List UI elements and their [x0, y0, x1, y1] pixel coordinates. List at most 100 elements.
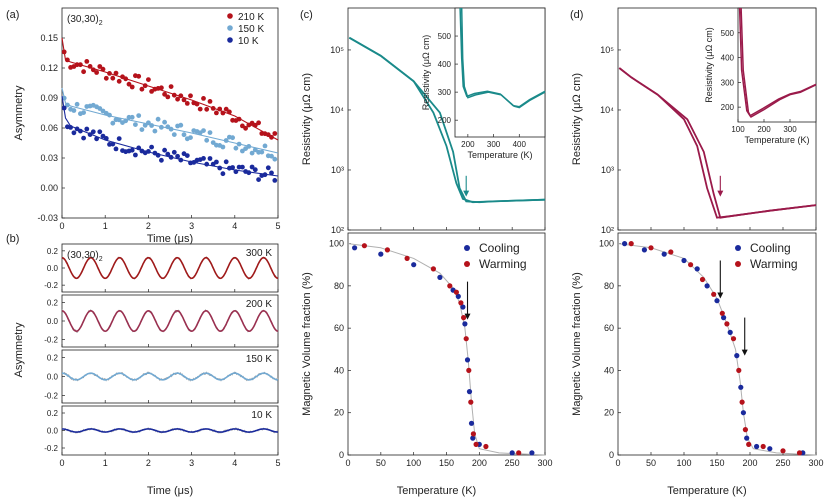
data-point — [736, 367, 742, 373]
y-axis-label: Resistivity (μΩ cm) — [571, 73, 583, 165]
data-point — [468, 420, 475, 426]
x-axis-label: Temperature (K) — [397, 485, 476, 497]
temperature-label: 300 K — [246, 248, 272, 259]
data-point — [265, 165, 271, 171]
fit-curve — [347, 243, 546, 456]
data-point — [220, 144, 226, 150]
y-tick-label: 10⁵ — [330, 45, 344, 55]
data-point — [136, 73, 142, 79]
transition-arrow-0-head — [464, 313, 471, 320]
transition-arrow-0-head — [717, 292, 724, 299]
legend-marker — [227, 13, 233, 19]
x-tick-label: 100 — [676, 458, 691, 468]
data-point — [220, 110, 226, 116]
data-point — [704, 283, 710, 289]
data-point — [123, 76, 129, 82]
data-point — [458, 300, 464, 306]
data-point — [204, 106, 210, 112]
data-point — [464, 357, 471, 363]
legend-marker — [735, 261, 741, 267]
data-point — [470, 435, 476, 441]
y-tick-label: 200 — [721, 103, 735, 112]
data-point — [107, 71, 112, 76]
panel-c: 10² 10³ 10⁴ 10⁵ (c) Resistivity (μΩ cm) 200 300… — [300, 7, 546, 235]
legend-label: 150 K — [238, 24, 264, 35]
data-point — [162, 119, 168, 125]
y-tick-label: 0.03 — [40, 153, 58, 163]
y-tick-label: 80 — [604, 281, 614, 291]
data-point — [149, 144, 155, 150]
resistivity-curve-warming — [618, 67, 817, 219]
y-tick-label: 60 — [604, 323, 614, 333]
x-tick-label: 1 — [103, 221, 108, 231]
data-point — [65, 102, 70, 108]
temperature-label: 150 K — [246, 354, 272, 365]
y-tick-label: 0.0 — [47, 427, 59, 436]
data-point — [175, 96, 181, 102]
y-tick-label: 0.2 — [47, 354, 59, 363]
y-tick-label: 0 — [339, 450, 344, 460]
data-point — [139, 127, 145, 132]
data-point — [171, 149, 177, 155]
legend-marker — [227, 37, 233, 43]
panel-label-a: (a) — [6, 9, 19, 21]
x-tick-label: 250 — [775, 458, 790, 468]
legend-label: Warming — [479, 257, 527, 271]
data-point — [71, 130, 77, 136]
inset-y-label: Resistivity (μΩ cm) — [704, 27, 714, 102]
data-point — [110, 120, 116, 126]
y-tick-label: 60 — [334, 323, 344, 333]
data-point — [168, 84, 174, 89]
data-point — [455, 293, 461, 299]
data-point — [142, 83, 148, 89]
data-point — [165, 94, 171, 100]
y-tick-label: 0.2 — [47, 298, 59, 307]
data-point — [136, 145, 142, 151]
data-point — [110, 75, 116, 81]
data-point — [113, 146, 119, 152]
data-point — [730, 336, 737, 342]
data-point — [463, 336, 469, 342]
panel-subtitle: (30,30)2 — [67, 14, 103, 27]
data-point — [760, 443, 766, 450]
y-tick-label: 500 — [721, 29, 735, 38]
data-point — [204, 137, 210, 143]
y-tick-label: 400 — [438, 60, 452, 69]
y-axis-label: Asymmetry — [13, 322, 25, 378]
inset-x-tick-label: 200 — [461, 140, 475, 149]
y-tick-label: -0.2 — [44, 444, 58, 453]
panel-label: (d) — [570, 9, 583, 21]
data-point — [466, 389, 473, 395]
data-point — [447, 283, 453, 289]
panel-subtitle-subscript: 2 — [99, 256, 103, 263]
data-point — [462, 321, 468, 327]
data-point — [780, 448, 786, 454]
data-point — [230, 165, 236, 170]
data-point — [461, 315, 467, 321]
y-tick-label: 0.2 — [47, 247, 59, 256]
x-tick-label: 300 — [537, 458, 552, 468]
data-point — [236, 116, 242, 122]
data-point — [453, 289, 459, 295]
legend-label: Cooling — [479, 241, 520, 255]
data-point — [133, 122, 138, 127]
data-point — [699, 276, 706, 283]
x-tick-label: 150 — [439, 458, 454, 468]
resistivity-curve-warming — [348, 36, 546, 204]
data-point — [159, 85, 164, 91]
data-point — [113, 70, 119, 76]
data-point — [116, 117, 122, 123]
data-point — [155, 116, 161, 122]
data-point — [240, 164, 245, 170]
data-point — [159, 124, 164, 130]
data-point — [133, 152, 138, 158]
data-point — [230, 135, 236, 141]
y-axis-label: Magnetic Volume fraction (%) — [301, 272, 313, 416]
data-point — [641, 247, 648, 253]
y-axis-label: Magnetic Volume fraction (%) — [571, 272, 583, 416]
data-point — [269, 170, 274, 176]
x-tick-label: 0 — [59, 458, 64, 468]
data-point — [178, 122, 184, 128]
data-point — [628, 241, 634, 247]
